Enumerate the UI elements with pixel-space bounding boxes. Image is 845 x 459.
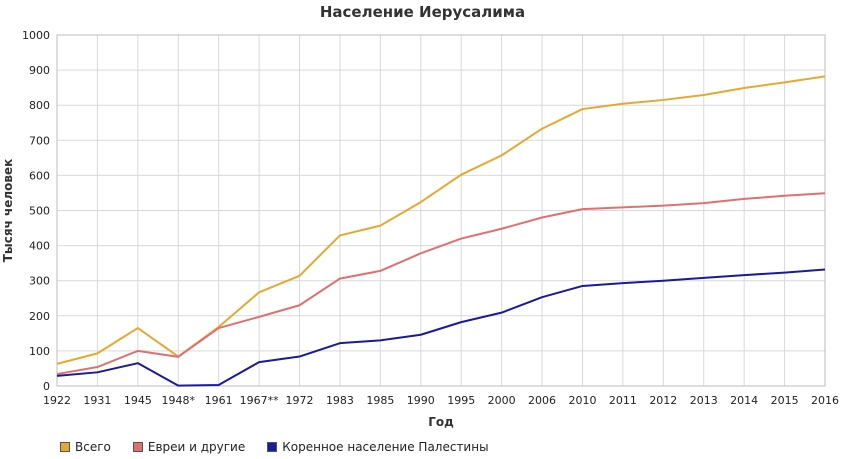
legend-swatch-jews (132, 442, 143, 452)
series-line-palestinians (56, 268, 826, 387)
x-tick-label: 1967** (240, 394, 279, 407)
x-tick-label: 1945 (124, 394, 152, 407)
x-tick-label: 1990 (407, 394, 435, 407)
x-tick-label: 2016 (811, 394, 839, 407)
chart-title: Население Иерусалима (319, 3, 526, 21)
y-tick-label: 800 (29, 99, 50, 112)
x-tick-label: 2014 (730, 394, 758, 407)
y-tick-label: 0 (43, 380, 50, 393)
plot-frame (56, 34, 826, 387)
x-tick-label: 1983 (326, 394, 354, 407)
legend-label-palestinians: Коренное население Палестины (282, 440, 489, 454)
series-line-jews (56, 192, 826, 376)
legend-item-total[interactable]: Всего (60, 440, 111, 454)
y-tick-label: 700 (29, 134, 50, 147)
y-tick-label: 300 (29, 275, 50, 288)
x-tick-label: 2011 (609, 394, 637, 407)
y-tick-label: 900 (29, 64, 50, 77)
x-tick-label: 1931 (83, 394, 111, 407)
y-tick-label: 200 (29, 310, 50, 323)
y-tick-label: 400 (29, 240, 50, 253)
x-tick-label: 2006 (528, 394, 556, 407)
legend-item-palestinians[interactable]: Коренное население Палестины (267, 440, 489, 454)
x-tick-label: 2013 (690, 394, 718, 407)
legend-swatch-total (60, 442, 70, 452)
y-tick-label: 100 (29, 345, 50, 358)
series-line-total (56, 75, 826, 365)
x-tick-label: 1961 (205, 394, 233, 407)
legend-label-jews: Евреи и другие (147, 440, 246, 454)
x-tick-label: 1948* (162, 394, 196, 407)
x-tick-label: 1972 (286, 394, 314, 407)
x-tick-label: 1995 (447, 394, 475, 407)
x-tick-label: 2010 (568, 394, 596, 407)
y-tick-label: 500 (29, 205, 50, 218)
legend-swatch-palestinians (267, 442, 278, 452)
legend: Всего Евреи и другие Коренное население … (60, 440, 489, 454)
legend-item-jews[interactable]: Евреи и другие (132, 440, 246, 454)
y-axis-title: Тысяч человек (1, 159, 15, 263)
x-axis-title: Год (428, 415, 454, 429)
x-tick-label: 1985 (366, 394, 394, 407)
x-tick-label: 2000 (488, 394, 516, 407)
x-tick-label: 2015 (771, 394, 799, 407)
x-tick-label: 1922 (43, 394, 71, 407)
legend-label-total: Всего (75, 440, 111, 454)
y-tick-label: 600 (29, 169, 50, 182)
y-tick-label: 1000 (22, 29, 50, 42)
x-tick-label: 2012 (649, 394, 677, 407)
